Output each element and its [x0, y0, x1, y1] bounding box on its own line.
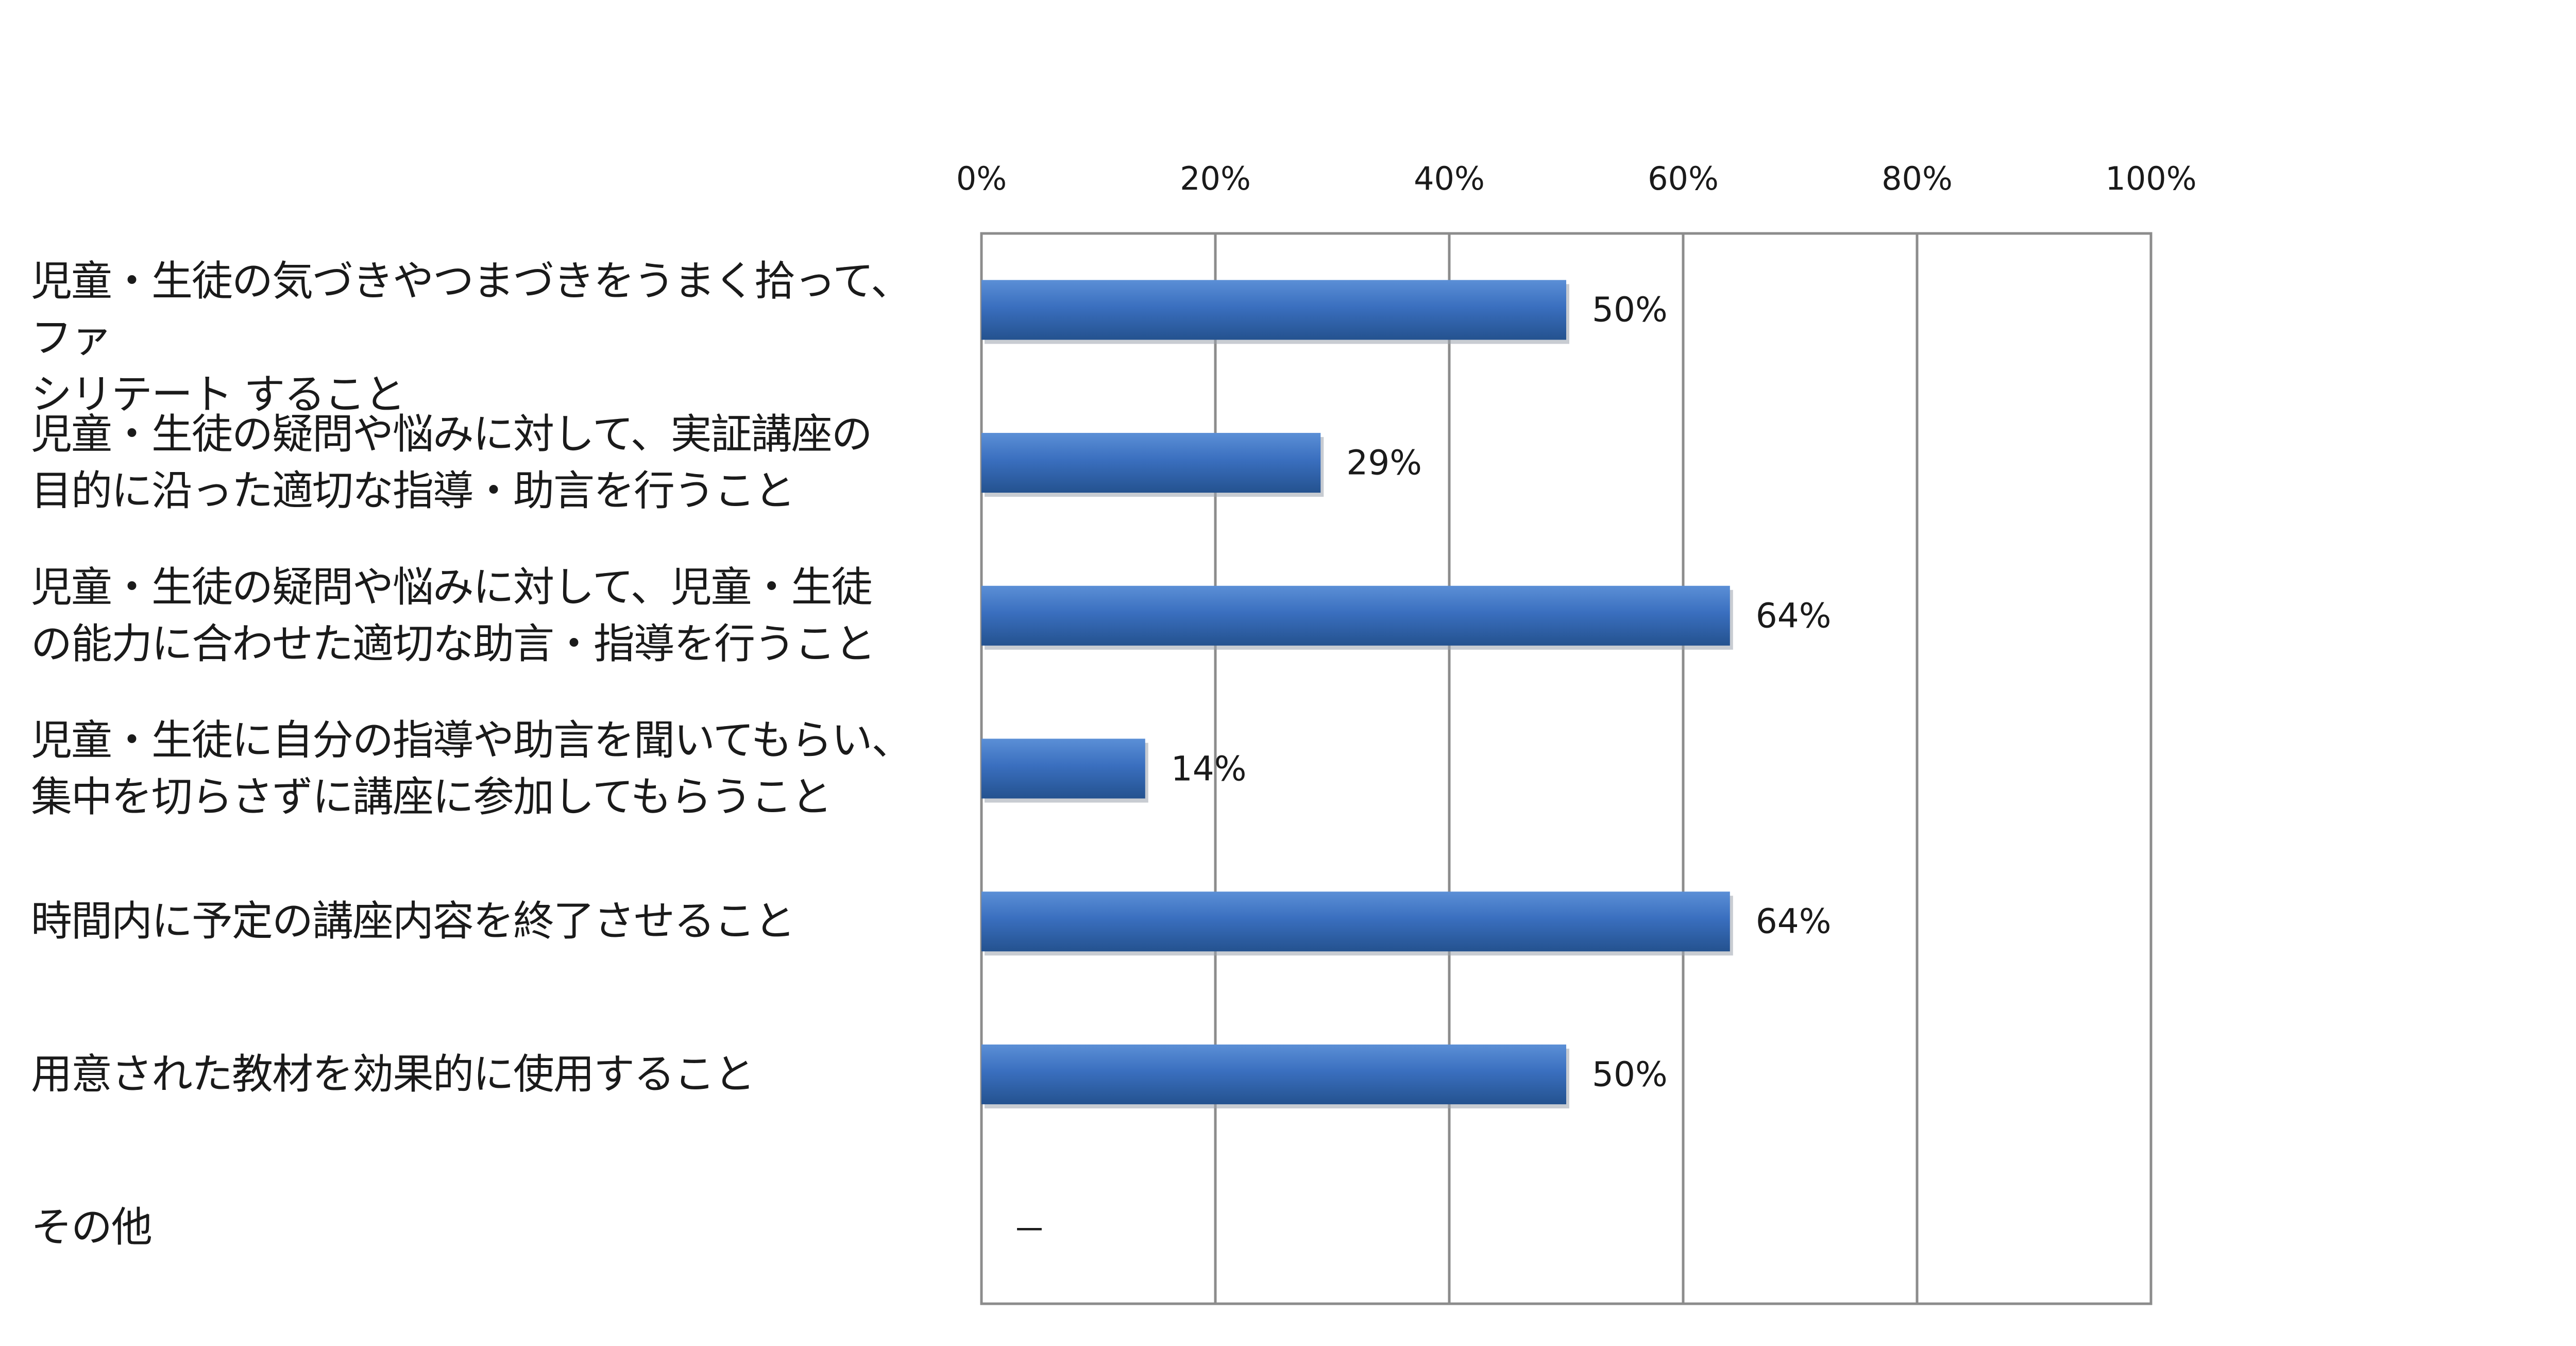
category-label: 児童・生徒の気づきやつまづきをうまく拾って、ファ シリテート すること: [31, 257, 912, 419]
data-label: 50%: [1592, 1054, 1668, 1095]
x-tick-label: 80%: [1882, 160, 1953, 197]
data-label: 50%: [1592, 290, 1668, 330]
plot-frame: [980, 232, 2153, 1305]
bar: [981, 585, 1730, 646]
category-label: 児童・生徒に自分の指導や助言を聞いてもらい、 集中を切らさずに講座に参加してもら…: [31, 716, 913, 821]
category-label: 用意された教材を効果的に使用すること: [31, 1050, 755, 1098]
x-tick-label: 60%: [1648, 160, 1719, 197]
data-label: 64%: [1755, 596, 1832, 636]
bar: [981, 433, 1321, 493]
data-label: 14%: [1171, 749, 1247, 788]
x-tick-label: 40%: [1414, 160, 1485, 197]
category-label: 児童・生徒の疑問や悩みに対して、実証講座の 目的に沿った適切な指導・助言を行うこ…: [31, 410, 873, 515]
x-tick-label: 20%: [1180, 160, 1251, 197]
data-label: 29%: [1346, 443, 1422, 483]
x-tick-label: 100%: [2105, 160, 2197, 197]
bar: [981, 738, 1145, 799]
category-label: 児童・生徒の疑問や悩みに対して、児童・生徒 の能力に合わせた適切な助言・指導を行…: [31, 563, 876, 668]
bar: [981, 280, 1566, 340]
category-label: その他: [31, 1203, 152, 1251]
data-label: 64%: [1755, 901, 1832, 941]
bar: [981, 1044, 1566, 1104]
bar: [981, 891, 1730, 952]
category-label: 時間内に予定の講座内容を終了させること: [31, 897, 795, 946]
data-label: －: [1012, 1210, 1046, 1250]
x-tick-label: 0%: [956, 160, 1007, 197]
